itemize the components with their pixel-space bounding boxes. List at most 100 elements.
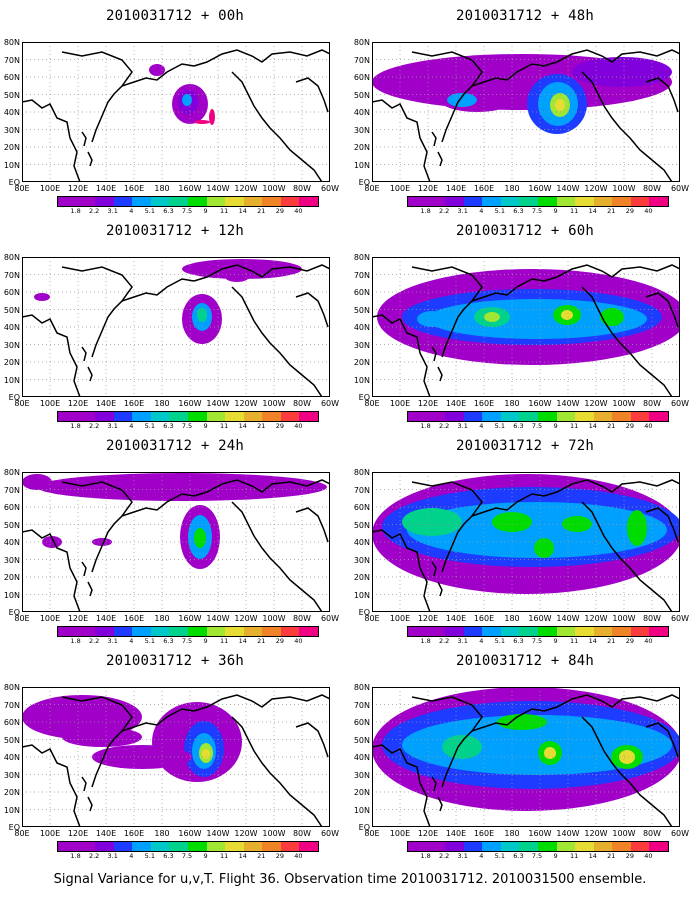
colorbar-swatch [280,627,300,636]
longitude-label: 160E [473,614,495,623]
longitude-label: 160E [473,184,495,193]
colorbar-swatch [575,627,594,636]
longitude-label: 100W [612,184,636,193]
longitude-label: 60W [320,184,340,193]
longitude-label: 180 [154,184,170,193]
map-frame [22,687,330,827]
longitude-label: 100W [262,829,286,838]
latitude-label: 50N [353,735,370,745]
longitude-label: 120E [417,829,439,838]
colorbar-label: 21 [257,637,266,645]
longitude-label: 160W [178,829,202,838]
coastline [121,278,195,302]
colorbar-label: 40 [644,852,653,860]
variance-shading [572,57,672,87]
colorbar-label: 5.1 [494,207,506,215]
colorbar-swatch [426,842,446,851]
latitude-label: 20N [3,788,20,797]
colorbar-label: 14 [238,422,247,430]
latitude-label: EQ [358,178,370,187]
colorbar-swatch [575,842,594,851]
colorbar-swatch [95,412,114,421]
map-panel: 2010031712 + 48h 80N 70N 60N 50N 40N 30N 20N 10N… [350,0,700,215]
coastline [543,264,680,282]
latitude-label: EQ [8,393,20,402]
colorbar-label: 3.1 [107,852,118,860]
longitude-label: 80E [364,829,380,838]
colorbar-swatch [408,412,427,421]
latitude-label: 20N [353,143,370,152]
colorbar-swatch [649,842,668,851]
colorbar-swatch [482,627,501,636]
longitude-label: 60W [670,829,690,838]
coastline [87,581,93,597]
colorbar-label: 3.1 [457,422,468,430]
coastline [543,479,680,497]
colorbar-swatch [426,412,446,421]
colorbar-label: 1.8 [70,422,81,430]
map-panel: 2010031712 + 36h 80N 70N 60N 50N 40N 30N 20N 10N… [0,645,350,860]
coastline [87,366,93,382]
longitude-label: 160E [123,829,145,838]
longitude-label: 140W [206,829,230,838]
latitude-label: 80N [353,683,370,692]
colorbar-swatch [519,197,538,206]
panel-title: 2010031712 + 24h [105,438,245,454]
latitude-label: 10N [3,805,20,815]
coastline [543,694,680,712]
coastline [581,71,673,182]
colorbar-label: 6.3 [163,852,174,860]
map-panel: 2010031712 + 00h 80N 70N 60N 50N 40N 30N 20N 10N… [0,0,350,215]
latitude-label: 40N [3,538,20,547]
coastline [645,507,679,543]
colorbar-swatch [612,197,631,206]
latitude-label: 40N [353,108,370,117]
colorbar-swatch [169,842,188,851]
latitude-label: 10N [353,590,370,600]
colorbar [407,411,669,422]
coastline [372,99,431,182]
colorbar-label: 6.3 [513,207,524,215]
coastline [22,529,81,612]
latitude-label: 50N [3,520,20,530]
colorbar-label: 21 [257,422,266,430]
colorbar-label: 6.3 [163,207,174,215]
panel-title: 2010031712 + 48h [455,8,595,24]
colorbar-label: 2.2 [88,422,100,430]
latitude-label: 30N [3,340,20,350]
coastline [22,314,81,397]
variance-shading [442,735,482,759]
colorbar-label: 9 [553,852,558,860]
longitude-label: 80W [642,184,662,193]
longitude-label: 100W [612,829,636,838]
longitude-label: 80E [364,184,380,193]
latitude-label: 70N [353,55,370,65]
variance-shading [562,516,592,532]
colorbar-label: 3.1 [457,852,468,860]
colorbar-label: 9 [203,852,208,860]
longitude-label: 140E [445,399,467,408]
coastline [295,722,329,758]
colorbar [57,626,319,637]
latitude-label: 30N [353,770,370,780]
colorbar-label: 3.1 [457,207,468,215]
colorbar-label: 40 [294,852,303,860]
longitude-label: 120E [67,829,89,838]
colorbar-swatch [500,842,520,851]
colorbar [57,411,319,422]
colorbar-label: 40 [294,422,303,430]
longitude-label: 140W [206,399,230,408]
coastline [431,346,437,362]
latitude-label: 30N [353,555,370,565]
coastline [437,796,443,812]
latitude-label: 80N [3,38,20,47]
colorbar-label: 29 [275,852,284,860]
map-frame [372,42,680,182]
colorbar-swatch [58,627,77,636]
longitude-label: 160W [528,184,552,193]
latitude-label: 30N [3,770,20,780]
longitude-label: 80W [292,614,312,623]
latitude-label: 10N [3,160,20,170]
latitude-label: 20N [353,573,370,582]
colorbar-swatch [225,842,244,851]
